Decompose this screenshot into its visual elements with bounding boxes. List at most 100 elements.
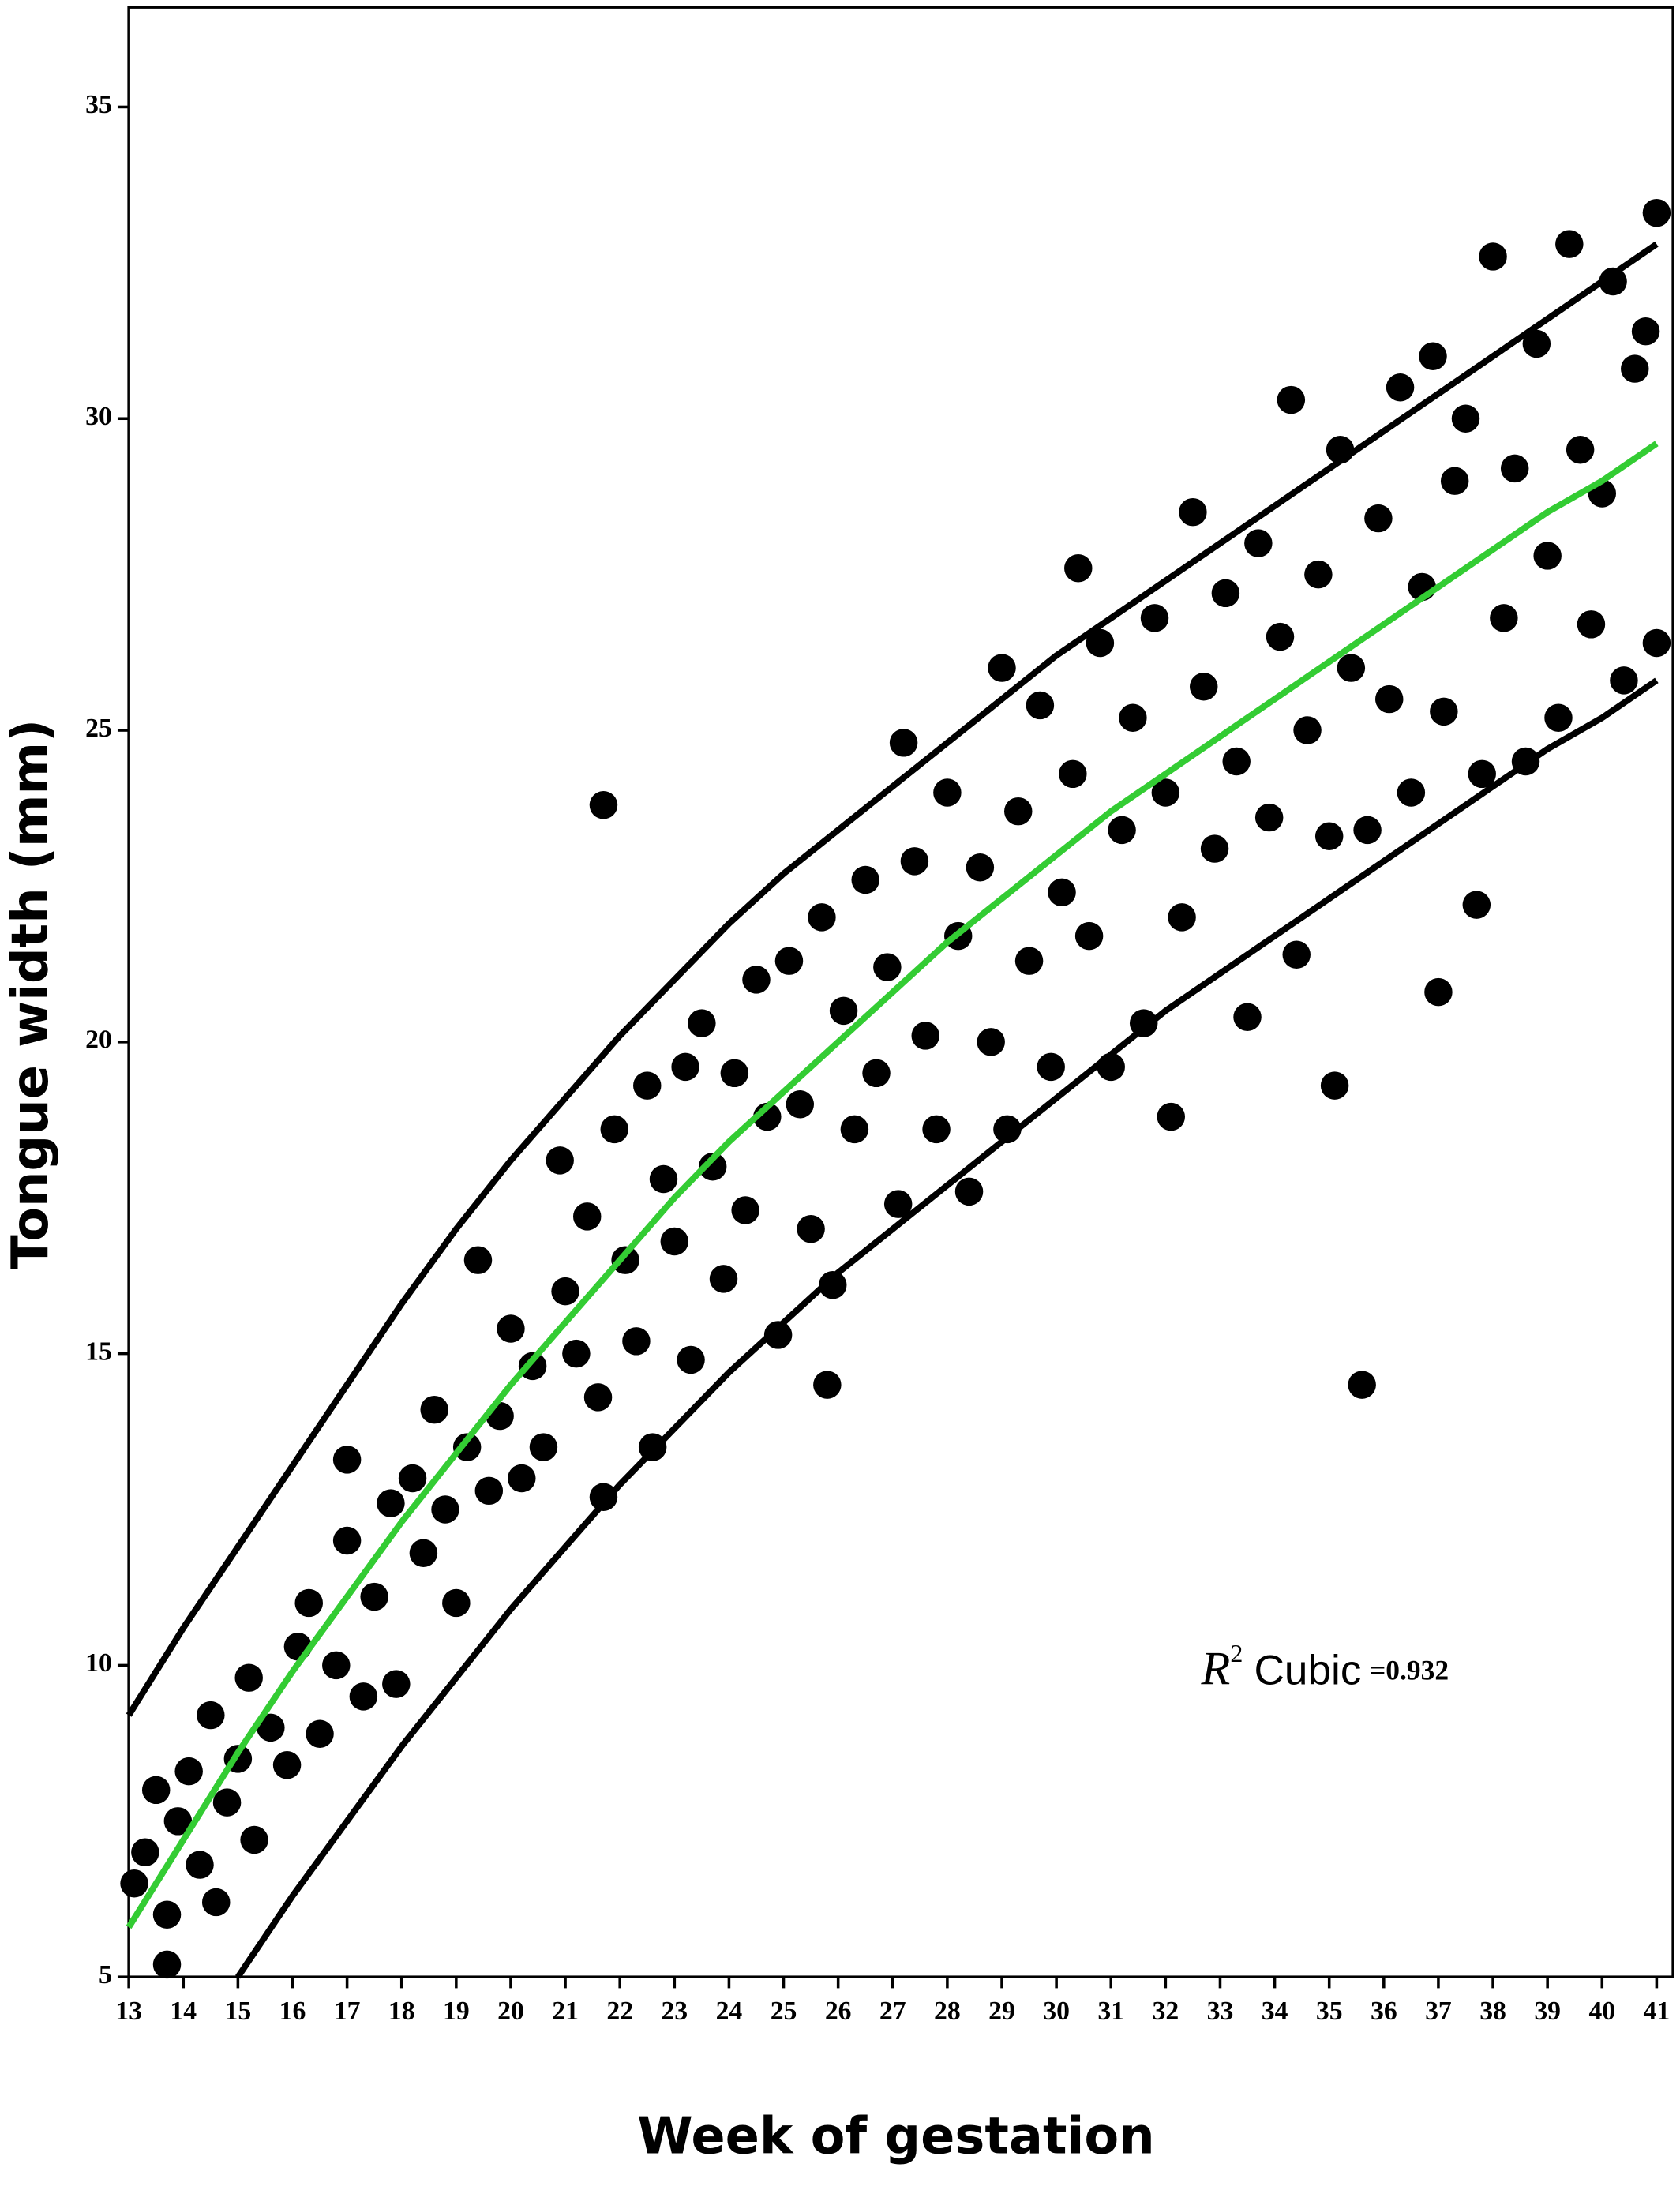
- scatter-point: [1026, 691, 1055, 720]
- scatter-point: [797, 1214, 825, 1243]
- x-tick-label: 24: [716, 1997, 743, 2026]
- scatter-point: [152, 1950, 182, 1979]
- scatter-point: [551, 1277, 579, 1306]
- scatter-point: [1004, 797, 1033, 826]
- scatter-point: [332, 1446, 362, 1474]
- scatter-point: [120, 1869, 148, 1898]
- scatter-point: [174, 1757, 203, 1786]
- x-tick-label: 41: [1644, 1997, 1671, 2026]
- x-tick-label: 13: [115, 1997, 142, 2026]
- annotation-text: Cubic: [1254, 1647, 1361, 1693]
- scatter-point: [977, 1028, 1005, 1056]
- scatter-point: [163, 1807, 193, 1836]
- scatter-point: [589, 1483, 618, 1511]
- scatter-point: [409, 1539, 438, 1568]
- annotation-symbol: R: [1201, 1642, 1231, 1695]
- x-tick-label: 26: [825, 1997, 852, 2026]
- scatter-point: [993, 1115, 1022, 1144]
- scatter-point: [709, 1265, 738, 1293]
- x-tick-label: 19: [443, 1997, 470, 2026]
- scatter-point: [1430, 697, 1458, 726]
- scatter-point: [763, 1321, 793, 1349]
- x-tick-label: 30: [1043, 1997, 1070, 2026]
- scatter-point: [900, 847, 929, 876]
- scatter-point: [677, 1345, 705, 1374]
- scatter-point: [808, 903, 836, 932]
- scatter-point: [1222, 747, 1251, 776]
- scatter-point: [1254, 803, 1284, 832]
- scatter-point: [1424, 977, 1453, 1007]
- scatter-point: [1610, 666, 1638, 695]
- scatter-point: [1151, 778, 1180, 807]
- scatter-point: [911, 1022, 939, 1050]
- scatter-point: [562, 1339, 591, 1368]
- y-tick-label: 5: [99, 1960, 112, 1989]
- scatter-point: [840, 1115, 869, 1144]
- y-tick-label: 25: [85, 714, 112, 743]
- scatter-point: [873, 953, 902, 981]
- scatter-point: [240, 1825, 268, 1854]
- scatter-point: [377, 1489, 405, 1517]
- scatter-point: [1468, 759, 1496, 789]
- scatter-point: [819, 1271, 847, 1299]
- scatter-point: [1642, 628, 1671, 658]
- scatter-point: [1566, 435, 1595, 464]
- scatter-point: [1479, 242, 1507, 271]
- scatter-point: [546, 1146, 574, 1175]
- scatter-point: [688, 1009, 716, 1037]
- scatter-point: [851, 865, 879, 894]
- scatter-point: [1282, 940, 1311, 969]
- scatter-point: [1037, 1052, 1065, 1082]
- scatter-point: [988, 654, 1016, 682]
- scatter-point: [197, 1701, 225, 1730]
- scatter-point: [152, 1900, 182, 1929]
- scatter-point: [933, 778, 962, 807]
- scatter-point: [497, 1314, 525, 1343]
- x-tick-label: 33: [1207, 1997, 1234, 2026]
- scatter-point: [1544, 703, 1573, 732]
- annotation-value: =0.932: [1370, 1655, 1449, 1686]
- scatter-point: [1533, 542, 1562, 570]
- x-tick-label: 28: [934, 1997, 961, 2026]
- scatter-point: [420, 1395, 448, 1424]
- scatter-point: [1014, 947, 1044, 975]
- scatter-point: [1621, 354, 1649, 383]
- scatter-point: [829, 996, 858, 1026]
- scatter-point: [1353, 816, 1382, 845]
- x-tick-label: 18: [388, 1997, 415, 2026]
- scatter-point: [889, 729, 918, 757]
- x-tick-label: 29: [988, 1997, 1015, 2026]
- scatter-point: [452, 1433, 482, 1461]
- scatter-point: [1397, 778, 1426, 807]
- scatter-point: [442, 1588, 471, 1618]
- scatter-point: [1304, 560, 1333, 589]
- scatter-point: [862, 1059, 891, 1088]
- scatter-point: [332, 1526, 362, 1555]
- x-tick-label: 40: [1588, 1997, 1615, 2026]
- x-tick-label: 20: [497, 1997, 524, 2026]
- x-axis-title: Week of gestation: [637, 2107, 1154, 2166]
- y-tick-label: 35: [85, 90, 112, 119]
- y-axis-title: Tongue width (mm): [2, 719, 60, 1269]
- scatter-point: [583, 1383, 613, 1412]
- scatter-point: [671, 1052, 699, 1082]
- scatter-point: [1500, 454, 1529, 483]
- y-tick-label: 30: [85, 402, 112, 431]
- x-tick-label: 34: [1262, 1997, 1288, 2026]
- scatter-point: [600, 1115, 629, 1144]
- scatter-point: [1119, 703, 1147, 732]
- scatter-point: [1059, 759, 1087, 789]
- scatter-point: [720, 1059, 749, 1088]
- plot-frame: [127, 6, 1674, 1978]
- scatter-point: [1314, 822, 1344, 850]
- x-tick-label: 31: [1097, 1997, 1124, 2026]
- x-tick-label: 35: [1316, 1997, 1343, 2026]
- scatter-point: [234, 1663, 263, 1692]
- scatter-point: [349, 1682, 378, 1711]
- y-tick-label: 15: [85, 1337, 112, 1366]
- fit-line: [126, 241, 1659, 1717]
- scatter-point: [1577, 610, 1606, 639]
- scatter-point: [1320, 1071, 1349, 1100]
- scatter-point: [1386, 373, 1415, 402]
